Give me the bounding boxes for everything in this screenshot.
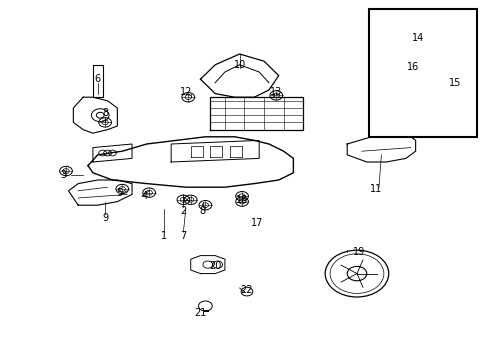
Text: 18: 18 — [235, 195, 248, 205]
Text: 12: 12 — [179, 87, 192, 97]
Text: 6: 6 — [95, 74, 101, 84]
Text: 16: 16 — [406, 62, 419, 72]
Text: 10: 10 — [233, 60, 245, 70]
Text: 8: 8 — [102, 108, 108, 118]
Text: 22: 22 — [240, 285, 253, 295]
Text: 3: 3 — [61, 170, 66, 180]
Text: 20: 20 — [208, 261, 221, 271]
Text: 14: 14 — [411, 33, 424, 43]
Text: 1: 1 — [161, 231, 166, 241]
Text: 19: 19 — [352, 247, 365, 257]
Bar — [368, 9, 476, 137]
Text: 2: 2 — [180, 206, 186, 216]
Text: 11: 11 — [369, 184, 382, 194]
Text: 17: 17 — [250, 218, 263, 228]
Text: 8: 8 — [200, 206, 205, 216]
Text: 9: 9 — [102, 213, 108, 223]
Text: 13: 13 — [269, 87, 282, 97]
Text: 21: 21 — [194, 308, 206, 318]
Text: 15: 15 — [447, 78, 460, 88]
Text: 4: 4 — [141, 191, 147, 201]
Text: 5: 5 — [117, 188, 122, 198]
Text: 7: 7 — [180, 231, 186, 241]
